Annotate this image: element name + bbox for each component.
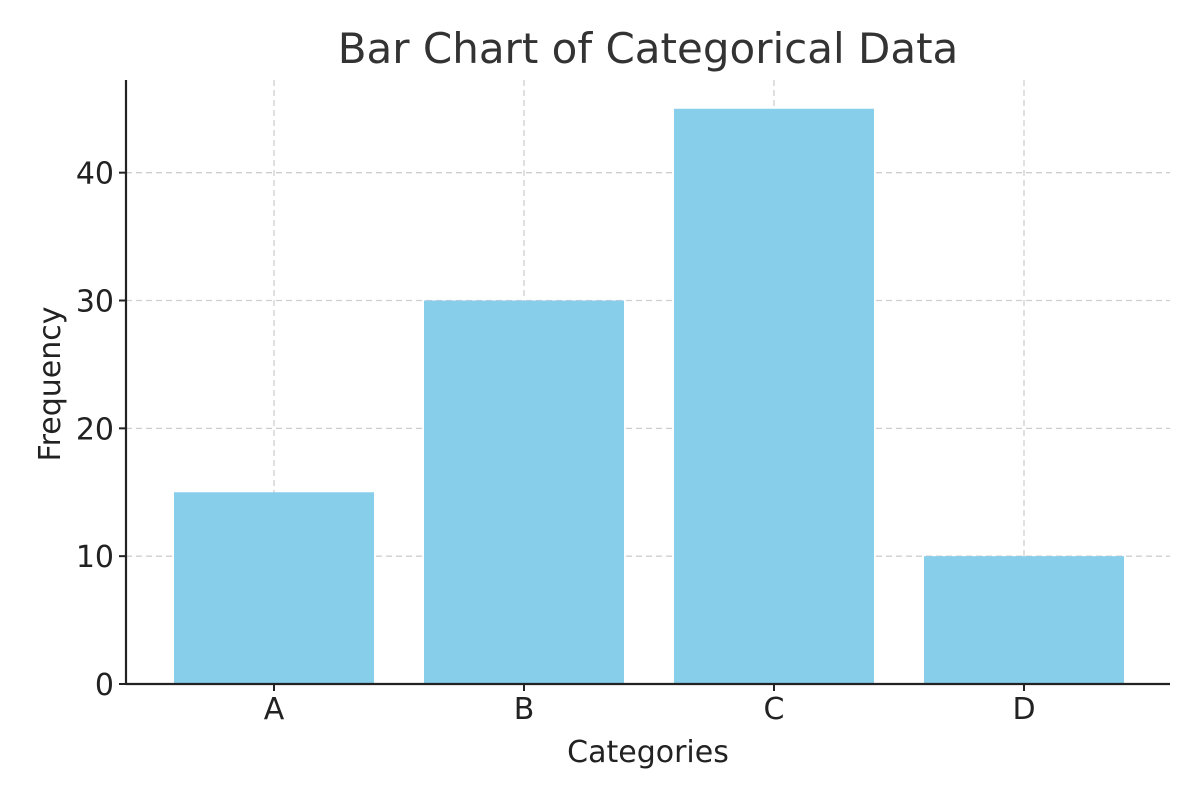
y-tick-label: 0 [95, 668, 114, 703]
y-tick-label: 30 [76, 285, 114, 320]
bar-c [674, 108, 874, 684]
bar-b [424, 300, 624, 684]
y-tick-label: 20 [76, 412, 114, 447]
bar-a [174, 492, 374, 684]
x-axis-label: Categories [567, 735, 729, 770]
axis-layer [124, 80, 1170, 686]
y-axis-label: Frequency [33, 307, 68, 462]
x-tick-label: B [514, 692, 535, 727]
chart-title: Bar Chart of Categorical Data [338, 24, 959, 73]
x-tick-label: A [264, 692, 285, 727]
y-tick-label: 10 [76, 540, 114, 575]
x-tick-label: D [1012, 692, 1035, 727]
bar-layer [174, 108, 1124, 684]
bar-d [924, 556, 1124, 684]
y-tick-label: 40 [76, 157, 114, 192]
tick-layer: 0 10 20 30 40 A B C D [76, 157, 1036, 727]
x-tick-label: C [764, 692, 785, 727]
